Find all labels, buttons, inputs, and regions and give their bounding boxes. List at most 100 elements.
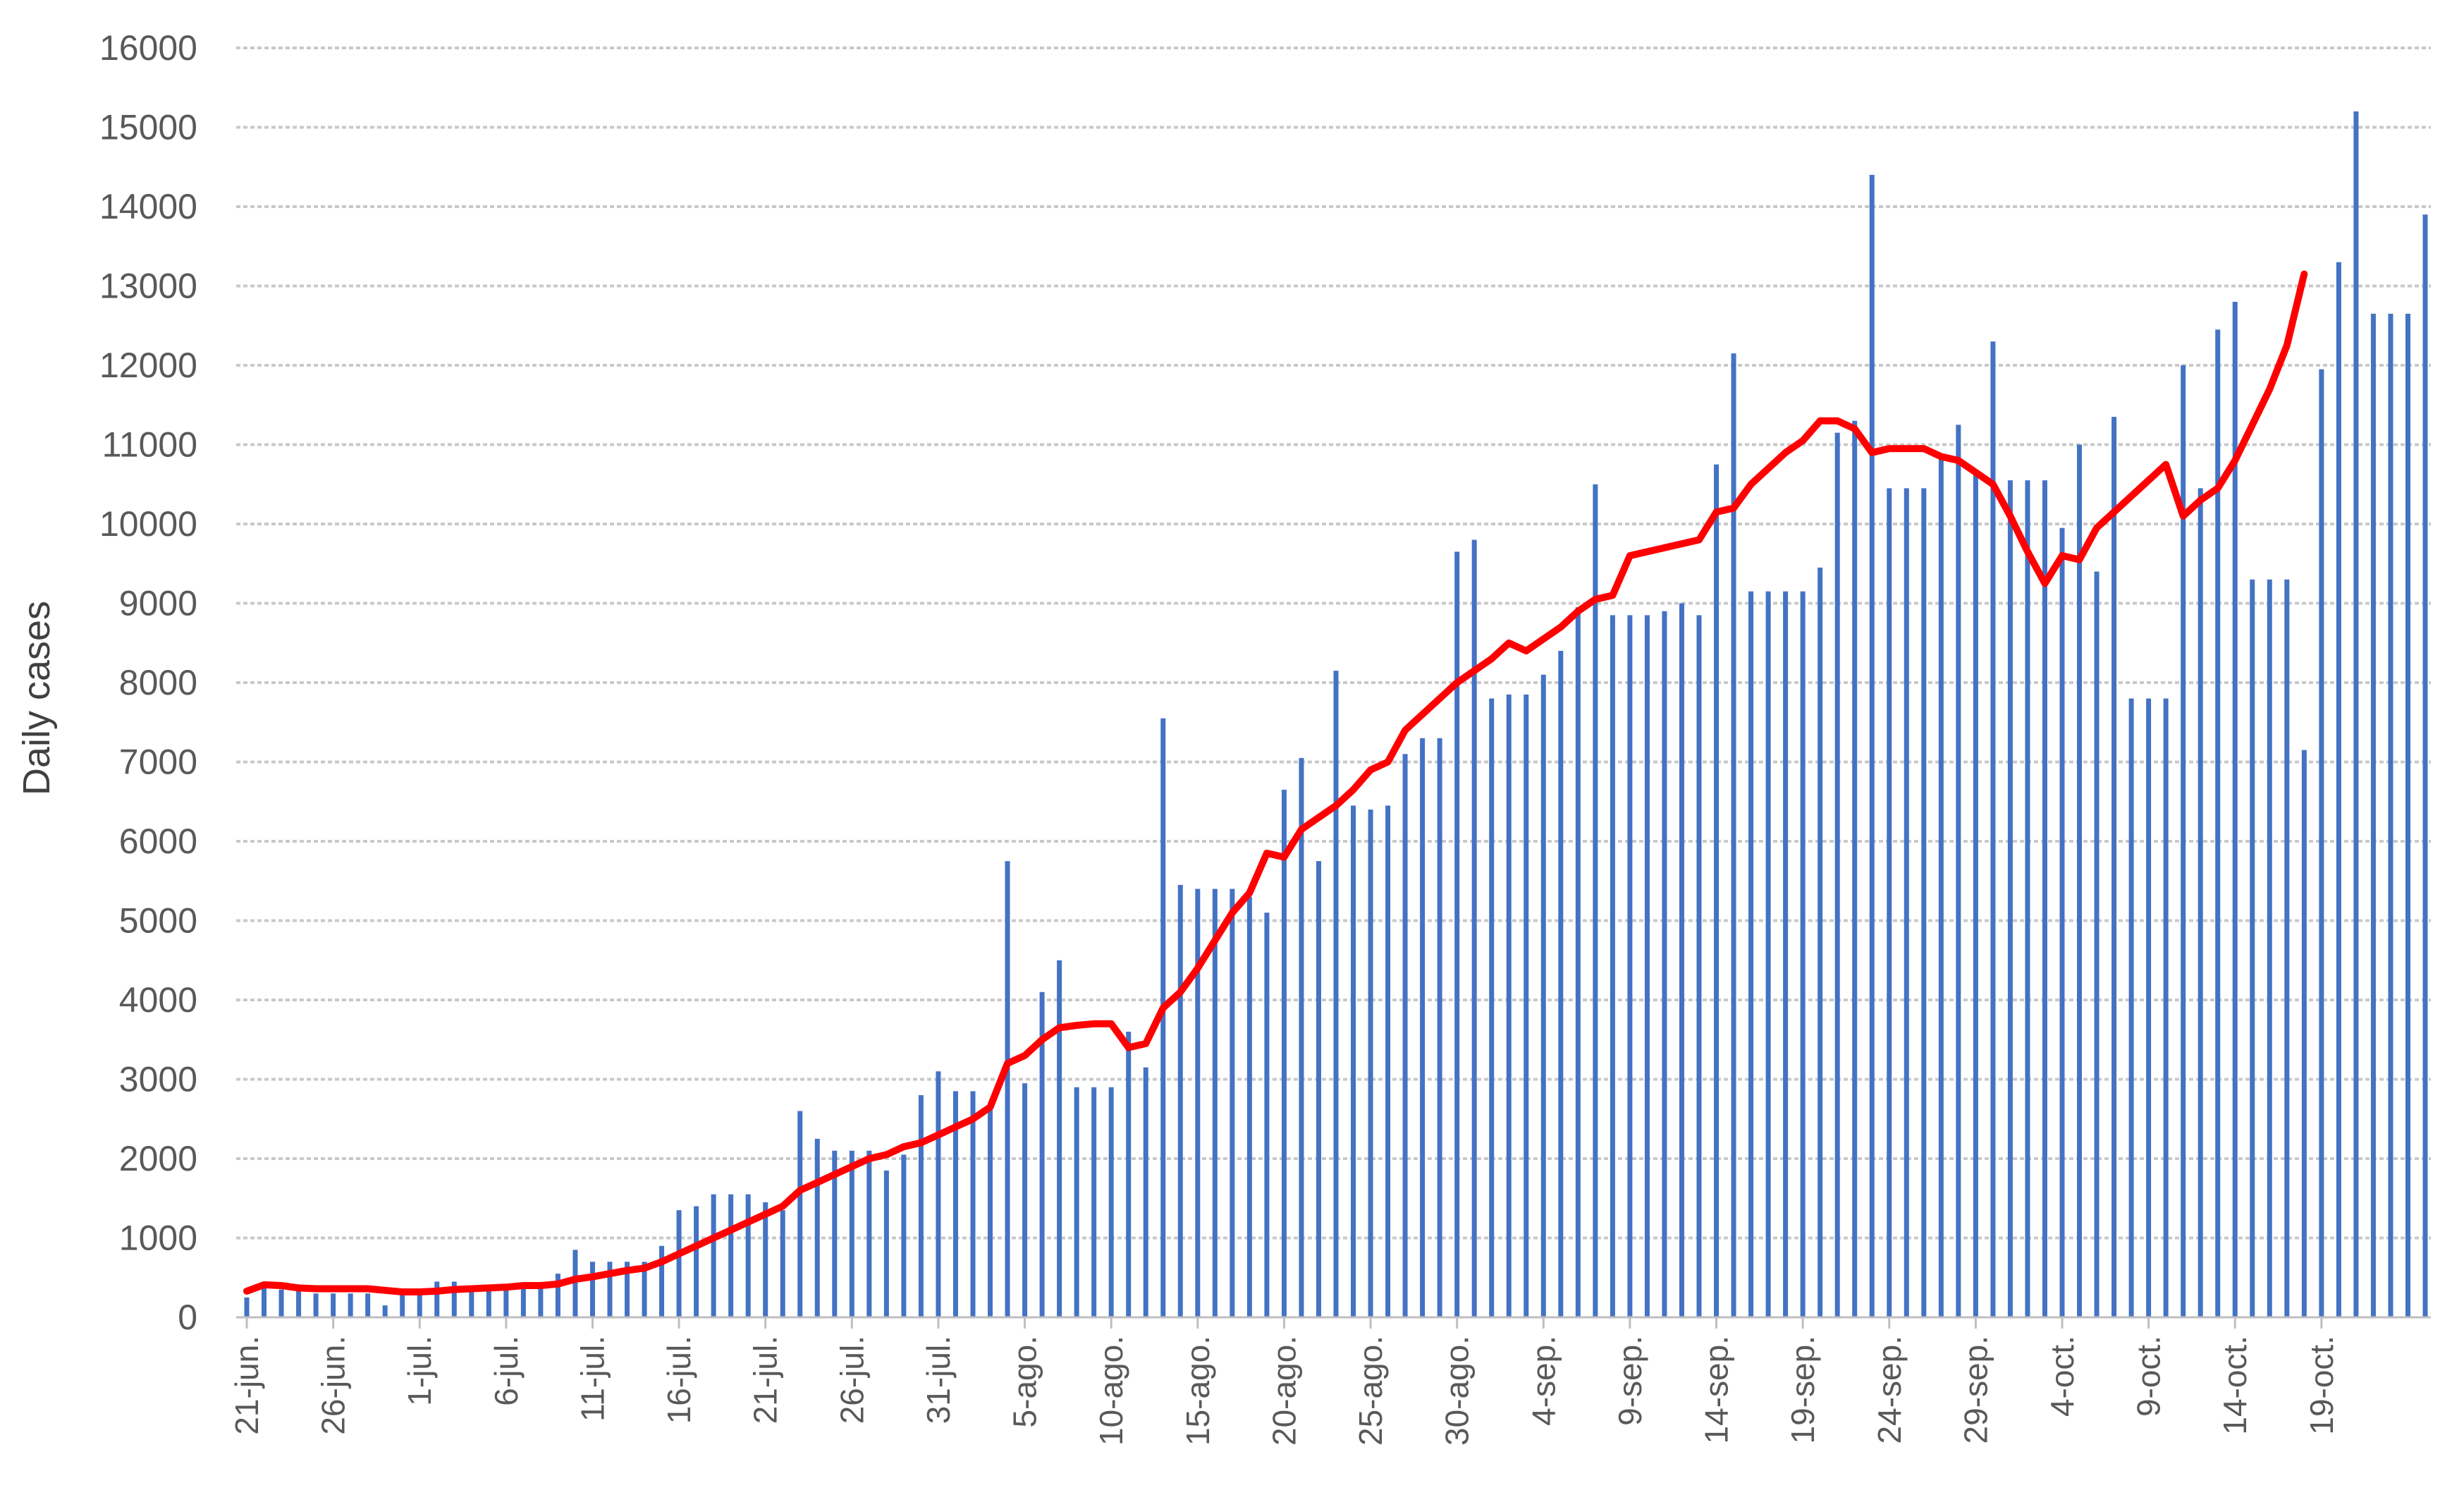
bar xyxy=(2025,480,2030,1317)
bar xyxy=(607,1262,613,1317)
bar xyxy=(313,1293,319,1317)
bar xyxy=(883,1170,889,1317)
bar xyxy=(745,1194,751,1317)
y-tick-label: 13000 xyxy=(99,267,197,306)
bar xyxy=(780,1210,785,1317)
x-tick-label: 26-jun. xyxy=(315,1336,352,1435)
x-tick-label: 21-jul. xyxy=(747,1336,784,1424)
bar xyxy=(2077,444,2083,1317)
bar xyxy=(1644,615,1650,1317)
bar xyxy=(538,1286,544,1317)
bar xyxy=(2181,365,2186,1317)
bar xyxy=(382,1305,388,1317)
y-tick-label: 5000 xyxy=(119,901,197,941)
x-tick-label: 30-ago. xyxy=(1439,1336,1476,1446)
bar xyxy=(1662,611,1667,1317)
bar xyxy=(2405,313,2410,1317)
x-tick-label: 24-sep. xyxy=(1871,1336,1908,1444)
x-tick-label: 5-ago. xyxy=(1007,1336,1043,1427)
bar xyxy=(1973,472,1978,1317)
y-tick-label: 8000 xyxy=(119,663,197,702)
bar xyxy=(262,1286,267,1317)
y-tick-label: 4000 xyxy=(119,980,197,1020)
bar xyxy=(1800,591,1806,1317)
bar xyxy=(676,1210,682,1317)
x-tick-label: 16-jul. xyxy=(661,1336,697,1424)
bar xyxy=(1627,615,1633,1317)
x-tick-label: 9-sep. xyxy=(1612,1336,1648,1426)
bar xyxy=(625,1262,630,1317)
bar xyxy=(520,1286,526,1317)
bar xyxy=(2370,313,2376,1317)
bar xyxy=(1489,698,1495,1317)
y-axis-ticks: 0 1000 2000 3000 4000 5000 6000 7000 8000 9000 100… xyxy=(99,28,197,1337)
bar xyxy=(503,1286,509,1317)
x-axis-ticks: 21-jun. 26-jun. 1-jul. 6-jul. 11-jul. 16-jul.… xyxy=(228,1317,2340,1446)
x-tick-label: 19-oct. xyxy=(2303,1336,2340,1435)
bar xyxy=(1765,591,1771,1317)
bar xyxy=(918,1095,924,1317)
bar xyxy=(1385,805,1391,1317)
x-tick-label: 14-sep. xyxy=(1698,1336,1735,1444)
moving-average-line xyxy=(243,270,2308,1295)
x-tick-label: 31-jul. xyxy=(920,1336,957,1424)
x-tick-label: 29-sep. xyxy=(1957,1336,1994,1444)
bar xyxy=(970,1091,976,1317)
bar xyxy=(2128,698,2134,1317)
bar xyxy=(1714,464,1720,1317)
x-tick-label: 4-oct. xyxy=(2044,1336,2080,1417)
bar xyxy=(348,1293,353,1317)
bar xyxy=(1575,607,1581,1317)
y-tick-label: 10000 xyxy=(99,504,197,544)
bar xyxy=(2388,313,2393,1317)
bar xyxy=(763,1202,768,1317)
x-tick-label: 14-oct. xyxy=(2217,1336,2253,1435)
bar xyxy=(2319,369,2324,1317)
bar xyxy=(2146,698,2152,1317)
bar xyxy=(936,1071,941,1317)
x-tick-label: 11-jul. xyxy=(574,1336,611,1422)
x-tick-label: 26-jul. xyxy=(833,1336,870,1424)
bar xyxy=(866,1150,872,1317)
bar xyxy=(797,1111,803,1317)
bar xyxy=(2232,302,2238,1317)
bar xyxy=(2422,214,2428,1317)
bar xyxy=(1022,1083,1028,1317)
bar xyxy=(1230,889,1235,1317)
bar xyxy=(1333,671,1339,1317)
bar xyxy=(2284,579,2290,1317)
y-tick-label: 1000 xyxy=(119,1219,197,1258)
y-tick-label: 0 xyxy=(178,1298,197,1337)
bar xyxy=(694,1206,699,1317)
bar xyxy=(572,1250,578,1317)
bar xyxy=(1990,341,1996,1317)
bar xyxy=(2007,480,2013,1317)
bar xyxy=(1160,718,1166,1317)
bar xyxy=(469,1289,474,1317)
bar xyxy=(1921,488,1927,1317)
bar xyxy=(1402,754,1408,1317)
bar xyxy=(1506,694,1512,1317)
bar xyxy=(1679,603,1684,1317)
y-tick-label: 3000 xyxy=(119,1060,197,1099)
bar xyxy=(244,1297,250,1317)
bar xyxy=(1126,1032,1132,1317)
x-tick-label: 6-jul. xyxy=(488,1336,525,1406)
x-tick-label: 20-ago. xyxy=(1265,1336,1302,1446)
gridlines xyxy=(236,47,2431,1240)
bar xyxy=(1420,738,1426,1317)
bar xyxy=(1143,1067,1148,1317)
bar xyxy=(1938,456,1944,1317)
bar xyxy=(2111,417,2117,1317)
bar xyxy=(2336,262,2341,1317)
bar xyxy=(451,1281,457,1317)
y-tick-label: 12000 xyxy=(99,346,197,385)
x-tick-label: 4-sep. xyxy=(1525,1336,1562,1426)
bar xyxy=(1177,884,1183,1317)
bar xyxy=(901,1154,907,1317)
bar xyxy=(400,1293,405,1317)
bar xyxy=(1524,694,1529,1317)
bar xyxy=(1852,420,1858,1317)
bar xyxy=(2353,111,2359,1317)
bar xyxy=(1696,615,1702,1317)
